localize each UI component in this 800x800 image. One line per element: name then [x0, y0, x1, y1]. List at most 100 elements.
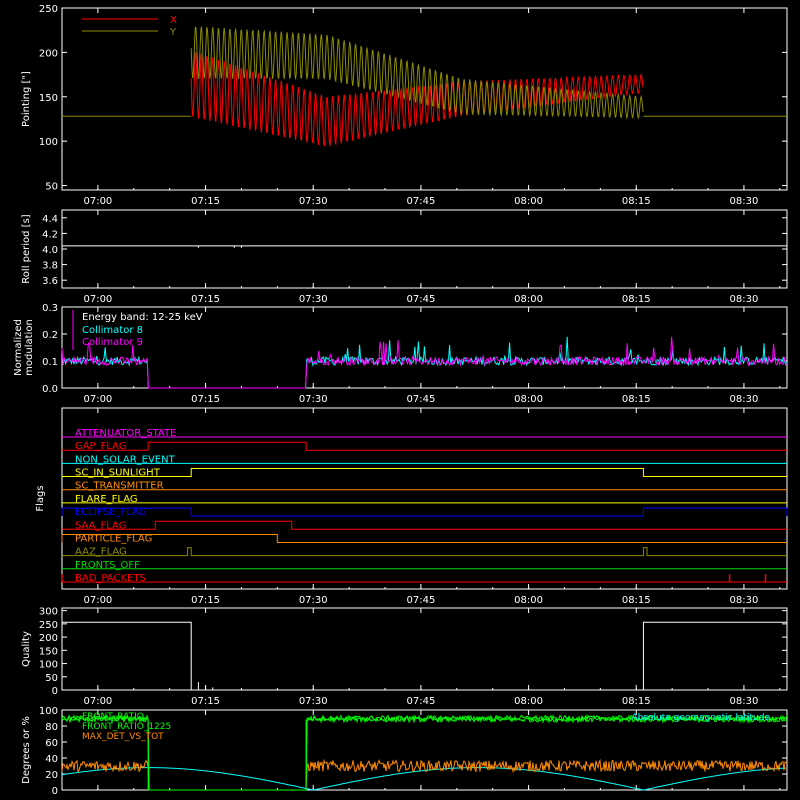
ytick-label-degrees: 0: [52, 786, 58, 797]
xtick-label-pointing: 07:15: [191, 196, 220, 207]
ytick-label-pointing: 100: [39, 137, 58, 148]
xtick-label-quality: 07:00: [83, 696, 112, 707]
flag-label-gap_flag: GAP_FLAG: [75, 441, 127, 452]
ytick-label-roll-period: 3.6: [42, 276, 58, 287]
flag-label-sc_transmitter: SC_TRANSMITTER: [75, 481, 164, 492]
ytick-label-quality: 0: [52, 686, 58, 697]
modulation-legend-1: Collimator 9: [82, 337, 143, 348]
degrees-legend-0: FRONT_RATIO: [82, 712, 144, 722]
flag-label-flare_flag: FLARE_FLAG: [75, 494, 138, 505]
ytick-label-roll-period: 3.8: [42, 261, 58, 272]
xtick-label-pointing: 07:30: [299, 196, 328, 207]
flag-line-8: [61, 534, 787, 543]
panel-frame-pointing: [61, 7, 788, 191]
ytick-label-pointing: 250: [39, 4, 58, 15]
flag-line-7: [62, 520, 787, 530]
xtick-label-quality: 08:00: [514, 696, 543, 707]
panel-frame-quality: [61, 607, 788, 691]
ytick-label-degrees: 40: [45, 754, 58, 765]
ytick-label-quality: 250: [39, 620, 58, 631]
panel-frame-modulation: [61, 306, 788, 389]
xtick-label-roll-period: 07:15: [191, 294, 220, 305]
xtick-label-pointing: 08:00: [514, 196, 543, 207]
xtick-label-pointing: 07:00: [83, 196, 112, 207]
ytick-label-pointing: 200: [39, 48, 58, 59]
xtick-label-roll-period: 07:45: [406, 294, 435, 305]
ylabel-degrees: Degrees or %: [21, 716, 32, 784]
ylabel-flags: Flags: [35, 485, 46, 511]
quality-line: [62, 621, 787, 691]
xtick-label-roll-period: 08:15: [622, 294, 651, 305]
ytick-label-pointing: 150: [39, 93, 58, 104]
xtick-label-modulation: 07:45: [406, 394, 435, 405]
xtick-label-quality: 07:30: [299, 696, 328, 707]
ytick-label-roll-period: 4.4: [42, 214, 58, 225]
xtick-label-flags: 07:15: [191, 595, 220, 606]
panel-frame-degrees: [61, 709, 788, 791]
flag-label-sc_in_sunlight: SC_IN_SUNLIGHT: [75, 468, 161, 479]
ytick-label-degrees: 80: [45, 722, 58, 733]
xtick-label-pointing: 08:30: [730, 196, 759, 207]
panel-frame-flags: [61, 407, 788, 590]
xtick-label-quality: 08:30: [730, 696, 759, 707]
degrees-latitude: [61, 767, 787, 791]
flag-label-aaz_flag: AAZ_FLAG: [75, 547, 127, 558]
xtick-label-flags: 07:30: [299, 595, 328, 606]
pointing-series-X: [190, 52, 644, 147]
flag-label-saa_flag: SAA_FLAG: [75, 520, 126, 531]
legend-label-Y: Y: [169, 27, 177, 38]
ylabel-pointing: Pointing ["]: [21, 71, 32, 127]
ytick-label-modulation: 0.3: [42, 303, 58, 314]
flag-label-fronts_off: FRONTS_OFF: [75, 560, 140, 571]
degrees-series-1: [61, 713, 788, 791]
degrees-legend-2: MAX_DET_VS_TOT: [82, 732, 164, 742]
xtick-label-quality: 07:15: [191, 696, 220, 707]
flag-line-6: [61, 507, 788, 517]
ytick-label-degrees: 100: [39, 706, 58, 717]
xtick-label-modulation: 07:00: [83, 394, 112, 405]
modulation-legend-0: Collimator 8: [82, 325, 143, 336]
modulation-annotation: Energy band: 12-25 keV: [82, 312, 203, 323]
ytick-label-degrees: 60: [45, 738, 58, 749]
flag-line-1: [62, 441, 787, 451]
xtick-label-modulation: 08:00: [514, 394, 543, 405]
modulation-series-1: [61, 336, 788, 389]
xtick-label-flags: 07:00: [83, 595, 112, 606]
flag-line-9: [62, 547, 787, 557]
degrees-annotation: Absolute geomagnetic latitude: [631, 713, 770, 723]
xtick-label-flags: 08:30: [730, 595, 759, 606]
ytick-label-quality: 150: [39, 646, 58, 657]
xtick-label-modulation: 08:30: [730, 394, 759, 405]
ytick-label-quality: 100: [39, 660, 58, 671]
xtick-label-quality: 07:45: [406, 696, 435, 707]
pointing-series-Y: [190, 26, 644, 120]
xtick-label-flags: 08:00: [514, 595, 543, 606]
ylabel-roll-period: Roll period [s]: [21, 214, 32, 283]
degrees-series-2: [61, 758, 788, 791]
degrees-legend-1: FRONT_RATIO_1225: [82, 722, 171, 732]
flag-label-bad_packets: BAD_PACKETS: [75, 573, 146, 584]
ylabel-modulation: Normalized: [13, 319, 24, 376]
flag-label-eclipse_flag: ECLIPSE_FLAG: [75, 507, 146, 518]
xtick-label-modulation: 07:15: [191, 394, 220, 405]
xtick-label-flags: 07:45: [406, 595, 435, 606]
flag-label-particle_flag: PARTICLE_FLAG: [75, 533, 152, 544]
xtick-label-modulation: 07:30: [299, 394, 328, 405]
ytick-label-quality: 300: [39, 607, 58, 618]
ytick-label-roll-period: 4.0: [42, 245, 58, 256]
xtick-label-pointing: 08:15: [622, 196, 651, 207]
ylabel-quality: Quality: [21, 631, 32, 667]
ytick-label-pointing: 50: [45, 182, 58, 193]
flag-label-non_solar_event: NON_SOLAR_EVENT: [75, 454, 176, 465]
ytick-label-roll-period: 4.2: [42, 229, 58, 240]
xtick-label-roll-period: 07:30: [299, 294, 328, 305]
flag-line-3: [62, 468, 787, 477]
legend-label-X: X: [170, 15, 177, 26]
ylabel-modulation: modulation: [24, 319, 35, 376]
xtick-label-pointing: 07:45: [406, 196, 435, 207]
ytick-label-modulation: 0.2: [42, 330, 58, 341]
xtick-label-quality: 08:15: [622, 696, 651, 707]
xtick-label-flags: 08:15: [622, 595, 651, 606]
ytick-label-modulation: 0.1: [42, 357, 58, 368]
